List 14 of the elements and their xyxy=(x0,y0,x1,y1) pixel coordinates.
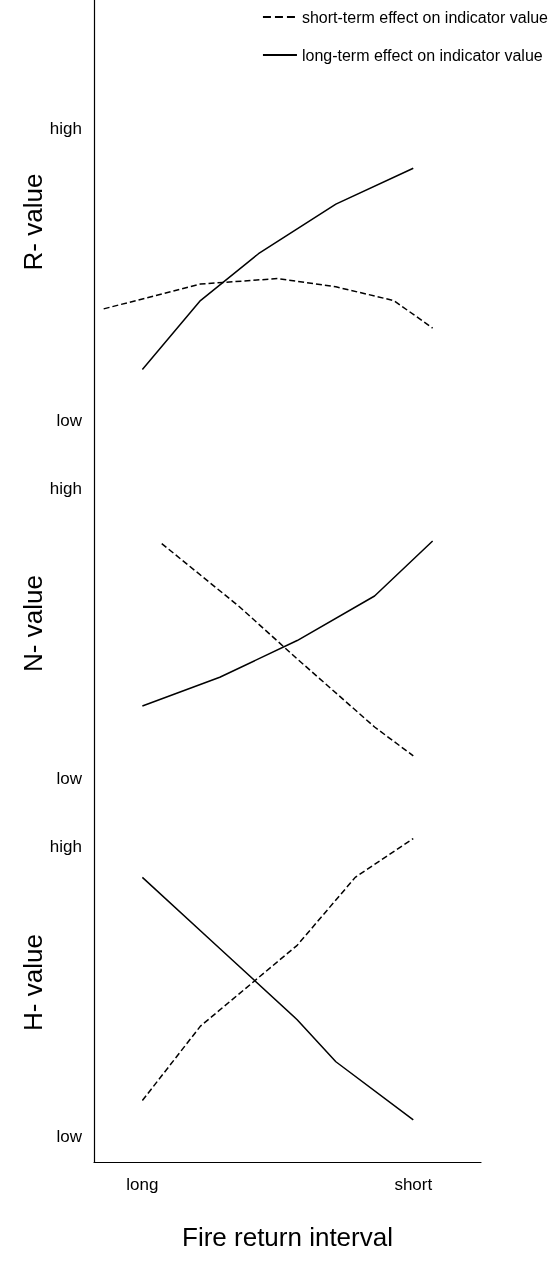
text: high xyxy=(49,837,82,856)
text: low xyxy=(56,411,83,430)
legend-label: long-term effect on indicator value xyxy=(301,46,543,64)
text: high xyxy=(49,479,82,498)
x-tick-label: short xyxy=(394,1175,433,1194)
y-axis-title: N- value xyxy=(18,575,48,672)
text: low xyxy=(56,1127,83,1146)
y-axis-title: R- value xyxy=(18,173,48,271)
legend-label: short-term effect on indicator value xyxy=(301,8,549,26)
text: high xyxy=(49,119,82,138)
y-axis-title: H- value xyxy=(18,934,48,1031)
x-tick-label: long xyxy=(126,1175,159,1194)
text: low xyxy=(56,769,83,788)
x-axis-title: Fire return interval xyxy=(182,1222,393,1252)
